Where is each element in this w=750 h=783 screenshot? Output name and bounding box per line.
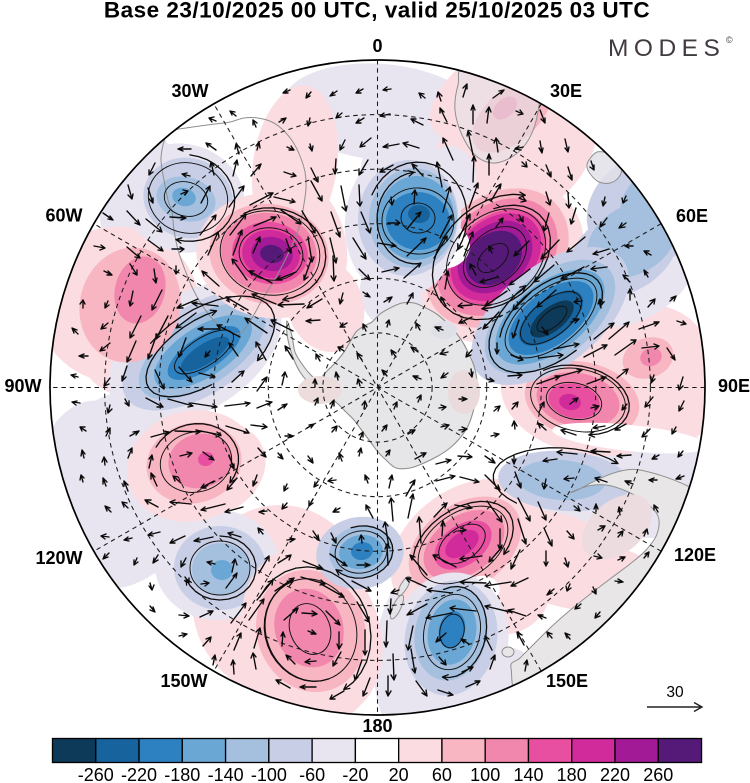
svg-text:30E: 30E [550,81,582,101]
svg-text:0: 0 [372,36,382,56]
svg-text:180: 180 [362,716,392,736]
svg-text:MODES: MODES [608,35,725,62]
svg-text:30: 30 [666,684,684,701]
svg-text:90W: 90W [4,376,41,396]
svg-text:120E: 120E [674,545,716,565]
svg-text:-180: -180 [164,765,200,783]
svg-text:180: 180 [557,765,587,783]
svg-text:-100: -100 [251,765,287,783]
svg-text:-140: -140 [208,765,244,783]
svg-text:100: 100 [470,765,500,783]
svg-text:150E: 150E [546,671,588,691]
svg-text:60E: 60E [676,206,708,226]
svg-text:60W: 60W [45,206,82,226]
svg-text:20: 20 [389,765,409,783]
svg-text:120W: 120W [35,548,82,568]
svg-text:-60: -60 [299,765,325,783]
svg-text:Base 23/10/2025 00 UTC, valid: Base 23/10/2025 00 UTC, valid 25/10/2025… [104,0,650,23]
svg-text:150W: 150W [160,671,207,691]
svg-text:©: © [726,35,733,45]
svg-text:-260: -260 [78,765,114,783]
svg-text:-20: -20 [342,765,368,783]
svg-text:140: 140 [513,765,543,783]
svg-text:260: 260 [643,765,673,783]
svg-text:-220: -220 [121,765,157,783]
svg-text:90E: 90E [718,376,750,396]
svg-text:220: 220 [600,765,630,783]
svg-text:30W: 30W [171,81,208,101]
svg-text:60: 60 [432,765,452,783]
